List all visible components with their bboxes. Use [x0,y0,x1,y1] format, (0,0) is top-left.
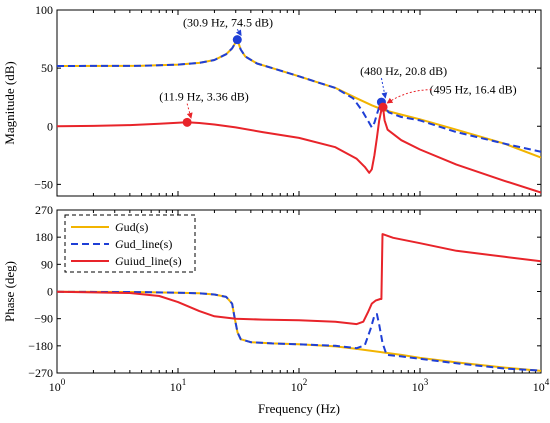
annotation-arrow [235,29,242,37]
phase-ytick-label: −90 [34,312,53,326]
annotation-arrow [380,78,388,99]
magnitude-ytick-label: 50 [41,61,53,75]
phase-panel: −270 −180 −90 0 90 180 270 100 101 102 103 104 Phase… [2,203,550,416]
annotation-label: (30.9 Hz, 74.5 dB) [183,15,273,29]
xtick-label: 101 [170,377,187,394]
phase-ytick-label: 180 [35,230,53,244]
phase-ytick-label: 0 [47,285,53,299]
magnitude-panel: −50 0 50 100 Magnitude (dB) (30.9 Hz, 74.5 dB… [2,3,542,197]
magnitude-ylabel: Magnitude (dB) [2,61,17,144]
xtick-label: 103 [412,377,429,394]
phase-ytick-label: 270 [35,203,53,217]
annotation-label: (495 Hz, 16.4 dB) [430,83,517,97]
phase-series-guiud_line [57,233,541,326]
annotation-arrow [186,103,193,119]
annotation-label: (11.9 Hz, 3.36 dB) [159,90,249,104]
legend: Gud(s) Gud_line(s) Guiud_line(s) [64,214,196,273]
legend-entry: Guiud_line(s) [115,254,182,268]
phase-ytick-label: −180 [28,339,53,353]
xtick-label: 100 [49,377,66,394]
magnitude-ytick-label: 100 [35,3,53,17]
xtick-label: 104 [533,377,550,394]
magnitude-ytick-label: 0 [47,119,53,133]
legend-entry: Gud_line(s) [115,237,172,251]
magnitude-series-gud_line [57,38,541,153]
phase-series-gud [57,290,541,372]
magnitude-series-gud [57,38,541,159]
xtick-label: 102 [291,377,308,394]
peak-marker [182,117,192,127]
peak-marker [378,102,388,112]
phase-series-gud_line [57,290,541,372]
annotation-label: (480 Hz, 20.8 dB) [360,64,447,78]
peak-marker [232,35,242,45]
phase-ylabel: Phase (deg) [2,261,17,322]
phase-ytick-label: −270 [28,366,53,380]
xlabel: Frequency (Hz) [258,401,340,416]
annotation-arrow [386,89,432,104]
magnitude-series-guiud_line [57,106,541,194]
phase-ytick-label: 90 [41,257,53,271]
legend-entry: Gud(s) [115,220,148,234]
magnitude-ytick-label: −50 [34,177,53,191]
